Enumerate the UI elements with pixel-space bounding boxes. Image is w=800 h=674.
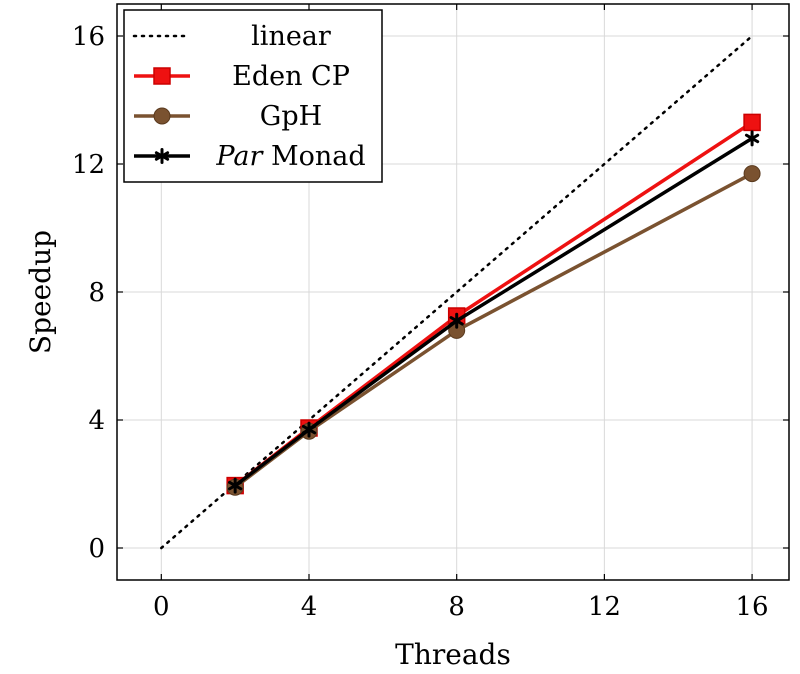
series-linear: [160, 34, 754, 550]
legend-label-eden-cp: Eden CP: [232, 61, 350, 92]
y-tick-label-12: 12: [72, 150, 105, 180]
y-axis-label: Speedup: [24, 230, 57, 354]
legend-marker-par-monad: [154, 148, 170, 164]
y-tick-label-8: 8: [88, 278, 105, 308]
x-tick-label-0: 0: [153, 592, 170, 622]
x-tick-label-4: 4: [301, 592, 318, 622]
x-tick-label-8: 8: [448, 592, 465, 622]
axis-ticks: 0 4 8 12 16 0 4 8 12 16: [72, 4, 789, 622]
series-line-par-monad: [234, 136, 753, 487]
x-tick-label-16: 16: [736, 592, 769, 622]
series-layer: [160, 34, 761, 550]
point-par-monad-16: [744, 130, 760, 147]
x-tick-label-12: 12: [588, 592, 621, 622]
x-axis-label: Threads: [395, 638, 511, 671]
y-tick-label-0: 0: [88, 534, 105, 564]
y-tick-label-16: 16: [72, 22, 105, 52]
y-tick-label-4: 4: [88, 406, 105, 436]
legend-marker-gph: [153, 107, 171, 125]
series-gph: [226, 165, 761, 496]
point-gph-16: [743, 165, 761, 183]
legend-label-par-monad: Par Monad: [215, 141, 365, 172]
legend-label-linear: linear: [251, 21, 331, 52]
legend-label-gph: GpH: [260, 101, 322, 132]
series-line-linear: [160, 34, 754, 550]
point-eden-cp-16: [743, 113, 761, 132]
point-par-monad-8: [449, 312, 464, 329]
point-par-monad-4: [301, 421, 317, 438]
legend: linear Eden CP GpH Par Monad: [123, 9, 383, 183]
series-line-gph: [234, 172, 753, 489]
legend-marker-eden-cp: [153, 67, 171, 85]
point-par-monad-2: [228, 477, 243, 494]
series-par-monad: [228, 130, 760, 494]
